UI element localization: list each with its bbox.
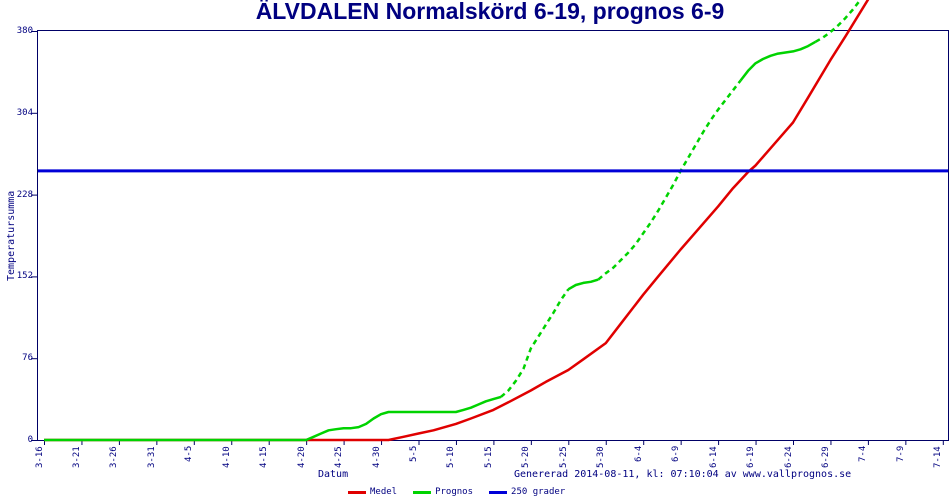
y-tick-label: 304	[16, 107, 33, 118]
y-tick-label: 228	[16, 189, 33, 200]
x-tick-label: 4-15	[259, 446, 270, 468]
y-tick-label: 152	[16, 271, 33, 282]
x-tick-label: 6-9	[671, 445, 682, 462]
medel-line-swatch	[348, 490, 366, 494]
x-tick-label: 5-10	[446, 446, 457, 468]
x-tick-label: 7-14	[933, 446, 944, 468]
y-tick-label: 76	[22, 353, 33, 364]
plot-border	[37, 30, 949, 441]
x-tick-label: 5-20	[521, 446, 532, 468]
y-tick-label: 0	[27, 435, 33, 445]
prognos-line-swatch	[413, 490, 432, 494]
y-tick-label: 380	[16, 26, 33, 36]
x-tick-label: 4-25	[334, 446, 345, 468]
prognos-line-dashed	[597, 79, 742, 281]
prognos-line-dashed	[500, 288, 570, 398]
x-tick-label: 3-31	[146, 446, 157, 468]
prognos-line	[567, 278, 599, 291]
x-tick-label: 3-16	[34, 446, 45, 468]
y-axis-title: Temperatursumma	[6, 190, 17, 281]
x-tick-label: 6-4	[633, 445, 644, 462]
legend-label-250-grader: 250 grader	[511, 487, 566, 497]
x-tick-label: 3-21	[71, 446, 82, 468]
legend-item-250-grader: 250 grader	[489, 487, 565, 497]
prognos-line-dashed	[814, 0, 862, 43]
x-tick-label: 6-14	[708, 446, 719, 468]
chart-title: ÄLVDALEN Normalskörd 6-19, prognos 6-9	[255, 0, 725, 24]
x-tick-label: 6-19	[746, 446, 757, 468]
x-tick-label: 4-10	[221, 446, 232, 468]
legend: Medel Prognos 250 grader	[348, 487, 565, 497]
x-tick-label: 7-4	[858, 445, 869, 462]
x-tick-label: 6-24	[783, 446, 794, 468]
x-tick-label: 4-5	[184, 445, 195, 462]
prognos-line	[739, 40, 817, 82]
x-tick-label: 5-25	[558, 446, 569, 468]
x-tick-label: 4-20	[296, 446, 307, 468]
x-tick-label: 6-29	[820, 446, 831, 468]
legend-label-medel: Medel	[370, 487, 398, 497]
legend-item-prognos: Prognos	[413, 487, 473, 497]
250-grader-line-swatch	[489, 490, 508, 494]
x-tick-label: 5-5	[409, 445, 419, 462]
x-axis-title: Datum	[318, 469, 349, 480]
legend-item-medel: Medel	[348, 487, 397, 497]
medel-line	[44, 0, 870, 442]
legend-label-prognos: Prognos	[435, 487, 474, 497]
x-tick-label: 5-15	[483, 446, 494, 468]
prognos-line	[44, 395, 502, 442]
x-tick-label: 5-30	[596, 446, 607, 468]
generated-timestamp: Genererad 2014-08-11, kl: 07:10:04 av ww…	[514, 469, 852, 480]
x-tick-label: 4-30	[371, 446, 382, 468]
x-tick-label: 3-26	[109, 446, 120, 468]
x-tick-label: 7-9	[895, 445, 906, 462]
